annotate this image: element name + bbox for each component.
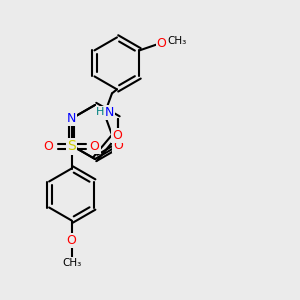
- Text: O: O: [113, 139, 123, 152]
- Text: S: S: [67, 140, 76, 154]
- Text: CH₃: CH₃: [168, 35, 187, 46]
- Text: N: N: [67, 112, 76, 125]
- Text: O: O: [90, 140, 100, 153]
- Text: O: O: [157, 37, 166, 50]
- Text: H: H: [96, 107, 105, 117]
- Text: O: O: [67, 234, 76, 247]
- Text: N: N: [105, 106, 114, 118]
- Text: CH₃: CH₃: [62, 257, 81, 268]
- Text: O: O: [112, 129, 122, 142]
- Text: O: O: [44, 140, 54, 153]
